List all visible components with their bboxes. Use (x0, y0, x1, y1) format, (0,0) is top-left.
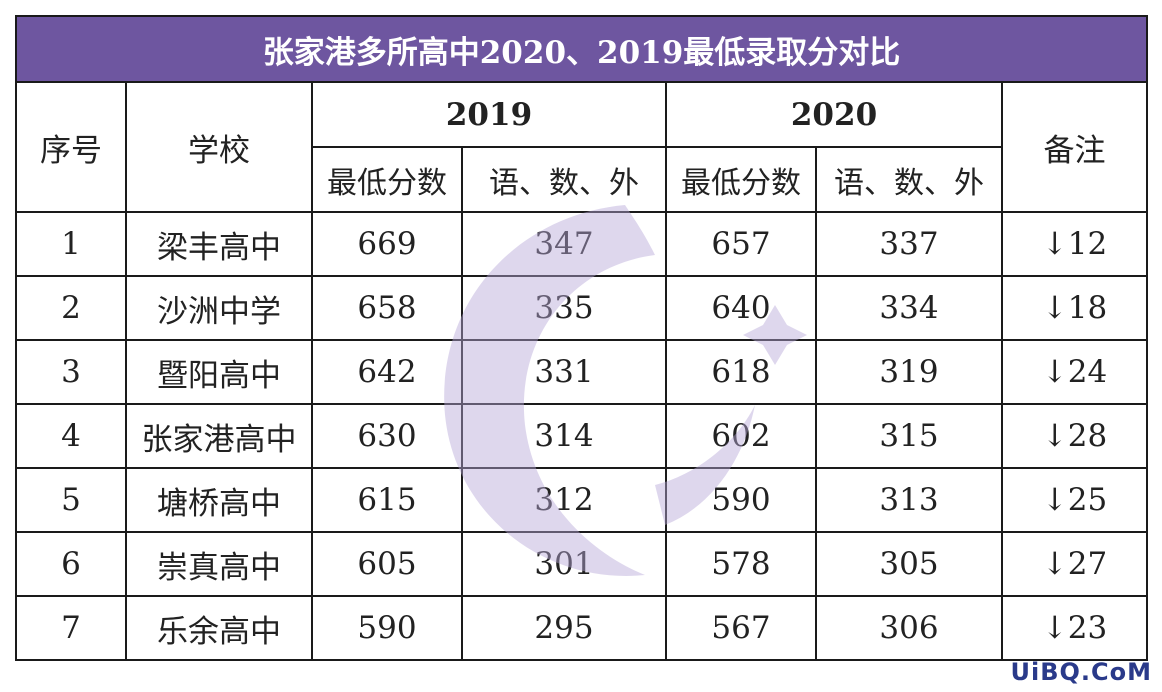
header-min-score-2019: 最低分数 (311, 146, 463, 213)
cell-index: 5 (15, 467, 127, 533)
cell-note: ↓27 (1000, 531, 1149, 597)
cell-subjects-2019: 347 (461, 211, 667, 277)
cell-note: ↓23 (1000, 595, 1149, 661)
cell-min-2020: 567 (665, 595, 817, 661)
cell-school: 崇真高中 (125, 531, 313, 597)
cell-school: 梁丰高中 (125, 211, 313, 277)
cell-school: 塘桥高中 (125, 467, 313, 533)
cell-school: 乐余高中 (125, 595, 313, 661)
table-row: 5 塘桥高中 615 312 590 313 ↓25 (15, 467, 1149, 533)
cell-subjects-2019: 335 (461, 275, 667, 341)
cell-school: 沙洲中学 (125, 275, 313, 341)
cell-min-2019: 642 (311, 339, 463, 405)
table-title: 张家港多所高中2020、2019最低录取分对比 (14, 15, 1149, 83)
table-row: 2 沙洲中学 658 335 640 334 ↓18 (15, 275, 1149, 341)
cell-subjects-2020: 313 (815, 467, 1003, 533)
header-index: 序号 (15, 81, 127, 213)
header-year-2019: 2019 (311, 81, 667, 148)
table-row: 1 梁丰高中 669 347 657 337 ↓12 (15, 211, 1149, 277)
cell-index: 3 (15, 339, 127, 405)
cell-subjects-2020: 319 (815, 339, 1003, 405)
table-row: 3 暨阳高中 642 331 618 319 ↓24 (15, 339, 1149, 405)
cell-subjects-2020: 306 (815, 595, 1003, 661)
cell-min-2019: 615 (311, 467, 463, 533)
cell-index: 4 (15, 403, 127, 469)
cell-min-2019: 605 (311, 531, 463, 597)
cell-subjects-2019: 312 (461, 467, 667, 533)
cell-subjects-2019: 295 (461, 595, 667, 661)
header-main-subjects-2020: 语、数、外 (815, 146, 1003, 213)
cell-subjects-2019: 301 (461, 531, 667, 597)
cell-subjects-2020: 305 (815, 531, 1003, 597)
cell-note: ↓28 (1000, 403, 1149, 469)
cell-subjects-2020: 334 (815, 275, 1003, 341)
header-main-subjects-2019: 语、数、外 (461, 146, 667, 213)
score-table-container: 张家港多所高中2020、2019最低录取分对比 序号 学校 2019 2020 … (14, 15, 1149, 661)
cell-min-2020: 657 (665, 211, 817, 277)
cell-note: ↓24 (1000, 339, 1149, 405)
cell-index: 2 (15, 275, 127, 341)
cell-subjects-2019: 314 (461, 403, 667, 469)
cell-min-2020: 578 (665, 531, 817, 597)
brand-watermark: UiBQ.CoM (1010, 658, 1152, 686)
table-row: 4 张家港高中 630 314 602 315 ↓28 (15, 403, 1149, 469)
cell-note: ↓18 (1000, 275, 1149, 341)
table-row: 7 乐余高中 590 295 567 306 ↓23 (15, 595, 1149, 661)
header-min-score-2020: 最低分数 (665, 146, 817, 213)
cell-min-2019: 658 (311, 275, 463, 341)
cell-subjects-2020: 337 (815, 211, 1003, 277)
cell-min-2019: 590 (311, 595, 463, 661)
cell-min-2019: 630 (311, 403, 463, 469)
header-note: 备注 (1000, 81, 1149, 213)
cell-school: 张家港高中 (125, 403, 313, 469)
cell-subjects-2020: 315 (815, 403, 1003, 469)
header-school: 学校 (125, 81, 313, 213)
cell-min-2020: 602 (665, 403, 817, 469)
score-comparison-table: 张家港多所高中2020、2019最低录取分对比 序号 学校 2019 2020 … (14, 15, 1149, 661)
header-year-2020: 2020 (665, 81, 1003, 148)
cell-index: 6 (15, 531, 127, 597)
cell-index: 1 (15, 211, 127, 277)
cell-note: ↓12 (1000, 211, 1149, 277)
cell-school: 暨阳高中 (125, 339, 313, 405)
cell-min-2019: 669 (311, 211, 463, 277)
cell-index: 7 (15, 595, 127, 661)
cell-note: ↓25 (1000, 467, 1149, 533)
cell-min-2020: 618 (665, 339, 817, 405)
cell-min-2020: 590 (665, 467, 817, 533)
cell-subjects-2019: 331 (461, 339, 667, 405)
cell-min-2020: 640 (665, 275, 817, 341)
table-row: 6 崇真高中 605 301 578 305 ↓27 (15, 531, 1149, 597)
